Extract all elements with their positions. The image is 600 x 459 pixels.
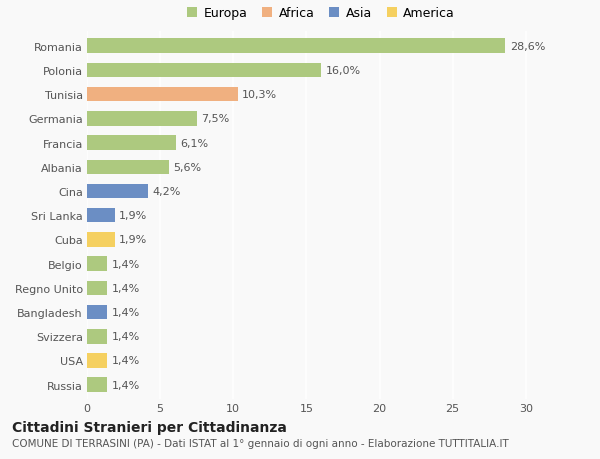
Bar <box>87 353 107 368</box>
Bar <box>87 281 107 296</box>
Text: 1,9%: 1,9% <box>119 211 148 221</box>
Text: 1,4%: 1,4% <box>112 283 140 293</box>
Text: 1,4%: 1,4% <box>112 380 140 390</box>
Text: 1,4%: 1,4% <box>112 259 140 269</box>
Text: 7,5%: 7,5% <box>201 114 229 124</box>
Bar <box>87 378 107 392</box>
Bar <box>87 63 321 78</box>
Bar <box>87 136 176 151</box>
Text: 16,0%: 16,0% <box>325 66 361 76</box>
Bar <box>87 88 238 102</box>
Text: Cittadini Stranieri per Cittadinanza: Cittadini Stranieri per Cittadinanza <box>12 420 287 434</box>
Bar <box>87 305 107 319</box>
Bar <box>87 39 505 54</box>
Text: 1,4%: 1,4% <box>112 356 140 366</box>
Text: 1,4%: 1,4% <box>112 308 140 317</box>
Text: 1,9%: 1,9% <box>119 235 148 245</box>
Bar <box>87 160 169 175</box>
Bar <box>87 112 197 126</box>
Bar <box>87 208 115 223</box>
Text: 1,4%: 1,4% <box>112 331 140 341</box>
Bar <box>87 233 115 247</box>
Text: 5,6%: 5,6% <box>173 162 202 173</box>
Bar <box>87 257 107 271</box>
Text: COMUNE DI TERRASINI (PA) - Dati ISTAT al 1° gennaio di ogni anno - Elaborazione : COMUNE DI TERRASINI (PA) - Dati ISTAT al… <box>12 438 509 448</box>
Text: 10,3%: 10,3% <box>242 90 277 100</box>
Bar <box>87 329 107 344</box>
Text: 6,1%: 6,1% <box>181 138 209 148</box>
Text: 28,6%: 28,6% <box>509 42 545 51</box>
Text: 4,2%: 4,2% <box>153 186 181 196</box>
Bar <box>87 185 148 199</box>
Legend: Europa, Africa, Asia, America: Europa, Africa, Asia, America <box>187 7 455 20</box>
